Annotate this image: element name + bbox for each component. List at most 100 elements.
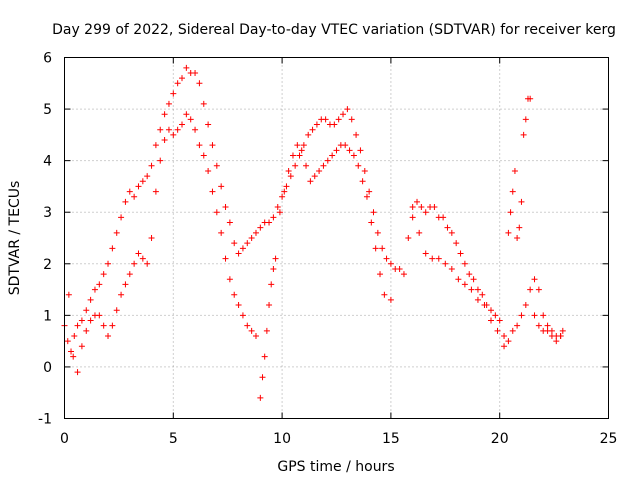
data-point bbox=[183, 111, 190, 118]
data-point bbox=[381, 291, 388, 298]
data-point bbox=[350, 152, 357, 159]
chart-title: Day 299 of 2022, Sidereal Day-to-day VTE… bbox=[52, 22, 616, 38]
data-point bbox=[287, 173, 294, 180]
data-point bbox=[418, 204, 425, 211]
data-point bbox=[442, 260, 449, 267]
data-point bbox=[289, 152, 296, 159]
data-point bbox=[165, 126, 172, 133]
data-point bbox=[139, 255, 146, 262]
data-point bbox=[244, 240, 251, 247]
data-point bbox=[100, 271, 107, 278]
data-point bbox=[274, 204, 281, 211]
data-point bbox=[494, 327, 501, 334]
data-point bbox=[239, 312, 246, 319]
data-point bbox=[139, 178, 146, 185]
data-point bbox=[374, 229, 381, 236]
data-point bbox=[87, 317, 94, 324]
grid bbox=[64, 57, 609, 419]
data-point bbox=[126, 188, 133, 195]
data-point bbox=[285, 167, 292, 174]
data-point bbox=[492, 312, 499, 319]
data-point bbox=[444, 224, 451, 231]
data-point bbox=[511, 167, 518, 174]
data-point bbox=[468, 286, 475, 293]
data-point bbox=[222, 204, 229, 211]
data-point bbox=[307, 178, 314, 185]
data-point bbox=[435, 255, 442, 262]
data-point bbox=[65, 291, 72, 298]
data-point bbox=[118, 214, 125, 221]
data-point bbox=[78, 317, 85, 324]
data-point bbox=[531, 312, 538, 319]
data-point bbox=[509, 327, 516, 334]
data-point bbox=[387, 260, 394, 267]
data-point bbox=[231, 291, 238, 298]
data-point bbox=[83, 327, 90, 334]
data-point bbox=[535, 286, 542, 293]
x-tick-label: 25 bbox=[600, 431, 618, 447]
data-point bbox=[174, 80, 181, 87]
data-point bbox=[400, 271, 407, 278]
data-point bbox=[357, 147, 364, 154]
data-point bbox=[461, 260, 468, 267]
data-point bbox=[218, 229, 225, 236]
data-point bbox=[516, 224, 523, 231]
data-point bbox=[259, 374, 266, 381]
data-point bbox=[192, 126, 199, 133]
data-point bbox=[409, 214, 416, 221]
data-point bbox=[294, 142, 301, 149]
data-point bbox=[270, 214, 277, 221]
data-point bbox=[335, 116, 342, 123]
data-point bbox=[74, 322, 81, 329]
data-points bbox=[61, 64, 566, 401]
data-point bbox=[161, 111, 168, 118]
data-point bbox=[205, 121, 212, 128]
data-point bbox=[235, 302, 242, 309]
data-point bbox=[200, 100, 207, 107]
data-point bbox=[487, 317, 494, 324]
data-point bbox=[113, 307, 120, 314]
data-point bbox=[266, 219, 273, 226]
data-point bbox=[324, 157, 331, 164]
data-point bbox=[239, 245, 246, 252]
data-point bbox=[353, 131, 360, 138]
data-point bbox=[457, 250, 464, 257]
data-point bbox=[161, 137, 168, 144]
data-point bbox=[396, 265, 403, 272]
data-point bbox=[165, 100, 172, 107]
data-point bbox=[383, 255, 390, 262]
data-point bbox=[379, 245, 386, 252]
data-point bbox=[222, 255, 229, 262]
data-point bbox=[370, 209, 377, 216]
data-point bbox=[544, 327, 551, 334]
data-point bbox=[505, 338, 512, 345]
data-point bbox=[377, 271, 384, 278]
data-point bbox=[322, 116, 329, 123]
data-point bbox=[548, 332, 555, 339]
data-point bbox=[148, 162, 155, 169]
data-point bbox=[261, 353, 268, 360]
data-point bbox=[126, 271, 133, 278]
data-point bbox=[226, 219, 233, 226]
data-point bbox=[135, 183, 142, 190]
data-point bbox=[270, 265, 277, 272]
data-point bbox=[122, 198, 129, 205]
data-point bbox=[522, 116, 529, 123]
data-point bbox=[440, 214, 447, 221]
data-point bbox=[257, 224, 264, 231]
data-point bbox=[514, 322, 521, 329]
data-point bbox=[205, 167, 212, 174]
data-point bbox=[496, 317, 503, 324]
plot-frame bbox=[64, 57, 609, 419]
y-tick-label: 6 bbox=[43, 51, 52, 67]
data-point bbox=[481, 302, 488, 309]
data-point bbox=[179, 75, 186, 82]
data-point bbox=[64, 338, 71, 345]
data-point bbox=[544, 322, 551, 329]
data-point bbox=[470, 276, 477, 283]
data-point bbox=[209, 142, 216, 149]
data-point bbox=[131, 193, 138, 200]
data-point bbox=[553, 338, 560, 345]
data-point bbox=[355, 162, 362, 169]
data-point bbox=[257, 394, 264, 401]
